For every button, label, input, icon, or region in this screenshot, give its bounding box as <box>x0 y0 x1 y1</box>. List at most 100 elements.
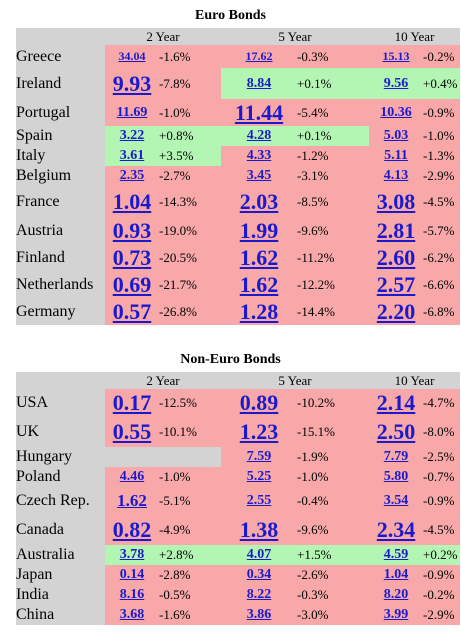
change-10-year: -0.9% <box>423 99 461 126</box>
yield-10-year-link[interactable]: 5.03 <box>369 126 424 146</box>
change-2-year: -1.6% <box>159 45 222 68</box>
change-10-year: -0.2% <box>423 585 461 605</box>
change-10-year: -6.2% <box>423 244 461 271</box>
yield-2-year-link[interactable]: 3.68 <box>105 605 159 625</box>
yield-5-year-link[interactable]: 8.84 <box>221 68 298 99</box>
change-10-year: +0.4% <box>423 68 461 99</box>
yield-5-year-link[interactable]: 1.28 <box>221 298 298 325</box>
yield-5-year-link[interactable]: 8.22 <box>221 585 298 605</box>
yield-10-year-link[interactable]: 2.57 <box>369 271 424 298</box>
yield-2-year-link[interactable]: 0.82 <box>105 514 159 545</box>
yield-10-year-link[interactable]: 2.60 <box>369 244 424 271</box>
change-5-year: -1.0% <box>297 467 370 487</box>
yield-10-year-link[interactable]: 4.13 <box>369 166 424 186</box>
country-name: France <box>16 186 105 217</box>
yield-10-year-link[interactable]: 5.11 <box>369 146 424 166</box>
yield-10-year-link[interactable]: 1.04 <box>369 565 424 585</box>
change-5-year: -0.4% <box>297 487 370 514</box>
yield-2-year-link[interactable]: 9.93 <box>105 68 159 99</box>
yield-5-year-link[interactable]: 7.59 <box>221 447 298 467</box>
change-2-year: +2.8% <box>159 545 222 565</box>
change-5-year: -14.4% <box>297 298 370 325</box>
yield-10-year-link[interactable]: 2.50 <box>369 416 424 447</box>
yield-5-year-link[interactable]: 0.34 <box>221 565 298 585</box>
yield-5-year-link[interactable]: 4.33 <box>221 146 298 166</box>
yield-2-year-link[interactable]: 0.93 <box>105 217 159 244</box>
yield-10-year-link[interactable]: 3.54 <box>369 487 424 514</box>
country-name: Spain <box>16 126 105 146</box>
country-name: Canada <box>16 514 105 545</box>
yield-10-year-link[interactable]: 2.14 <box>369 389 424 416</box>
table-row: Japan 0.14 -2.8% 0.34 -2.6% 1.04 -0.9% <box>16 565 461 585</box>
yield-5-year-link[interactable]: 1.62 <box>221 244 298 271</box>
yield-5-year-link[interactable]: 0.89 <box>221 389 298 416</box>
yield-2-year-link[interactable]: 1.04 <box>105 186 159 217</box>
change-10-year: -4.5% <box>423 514 461 545</box>
yield-10-year-link[interactable]: 3.08 <box>369 186 424 217</box>
table-row: France 1.04 -14.3% 2.03 -8.5% 3.08 -4.5% <box>16 186 461 217</box>
yield-2-year-link[interactable]: 0.73 <box>105 244 159 271</box>
yield-2-year-link[interactable]: 2.35 <box>105 166 159 186</box>
change-5-year: -0.3% <box>297 45 370 68</box>
yield-5-year-link[interactable]: 1.23 <box>221 416 298 447</box>
yield-2-year-link[interactable]: 0.55 <box>105 416 159 447</box>
change-2-year: -10.1% <box>159 416 222 447</box>
yield-2-year-link[interactable]: 0.17 <box>105 389 159 416</box>
yield-10-year-link[interactable]: 2.81 <box>369 217 424 244</box>
yield-2-year-link[interactable]: 0.69 <box>105 271 159 298</box>
change-5-year: +0.1% <box>297 68 370 99</box>
yield-2-year-link[interactable]: 3.22 <box>105 126 159 146</box>
yield-2-year-link[interactable]: 1.62 <box>105 487 159 514</box>
non-euro-header-row: 2 Year 5 Year 10 Year <box>16 372 461 389</box>
yield-2-year-link[interactable]: 11.69 <box>105 99 159 126</box>
country-name: Germany <box>16 298 105 325</box>
change-5-year: -3.1% <box>297 166 370 186</box>
yield-10-year-link[interactable]: 5.80 <box>369 467 424 487</box>
yield-2-year-link[interactable]: 3.61 <box>105 146 159 166</box>
change-2-year: -1.0% <box>159 99 222 126</box>
table-row: India 8.16 -0.5% 8.22 -0.3% 8.20 -0.2% <box>16 585 461 605</box>
yield-10-year-link[interactable]: 8.20 <box>369 585 424 605</box>
yield-10-year-link[interactable]: 4.59 <box>369 545 424 565</box>
table-row: Portugal 11.69 -1.0% 11.44 -5.4% 10.36 -0.9% <box>16 99 461 126</box>
yield-10-year-link[interactable]: 2.34 <box>369 514 424 545</box>
change-10-year: -1.0% <box>423 126 461 146</box>
change-10-year: -0.2% <box>423 45 461 68</box>
header-5-year: 5 Year <box>221 372 370 389</box>
yield-5-year-link[interactable]: 4.07 <box>221 545 298 565</box>
yield-5-year-link[interactable]: 17.62 <box>221 45 298 68</box>
yield-5-year-link[interactable]: 5.25 <box>221 467 298 487</box>
yield-5-year-link[interactable]: 11.44 <box>221 99 298 126</box>
yield-5-year-link[interactable]: 1.62 <box>221 271 298 298</box>
table-row: Ireland 9.93 -7.8% 8.84 +0.1% 9.56 +0.4% <box>16 68 461 99</box>
change-5-year: -15.1% <box>297 416 370 447</box>
yield-5-year-link[interactable]: 2.55 <box>221 487 298 514</box>
yield-5-year-link[interactable]: 1.99 <box>221 217 298 244</box>
yield-2-year-link[interactable]: 3.78 <box>105 545 159 565</box>
yield-5-year-link[interactable]: 3.86 <box>221 605 298 625</box>
yield-10-year-link[interactable]: 9.56 <box>369 68 424 99</box>
yield-2-year-link[interactable]: 8.16 <box>105 585 159 605</box>
change-2-year: +3.5% <box>159 146 222 166</box>
yield-10-year-link[interactable]: 10.36 <box>369 99 424 126</box>
yield-10-year-link[interactable]: 3.99 <box>369 605 424 625</box>
yield-10-year-link[interactable]: 7.79 <box>369 447 424 467</box>
yield-2-year-link[interactable]: 0.14 <box>105 565 159 585</box>
change-5-year: -5.4% <box>297 99 370 126</box>
yield-5-year-link[interactable]: 1.38 <box>221 514 298 545</box>
change-10-year: -4.7% <box>423 389 461 416</box>
table-row: Greece 34.04 -1.6% 17.62 -0.3% 15.13 -0.2% <box>16 45 461 68</box>
yield-10-year-link[interactable]: 15.13 <box>369 45 424 68</box>
country-name: Austria <box>16 217 105 244</box>
change-2-year: -14.3% <box>159 186 222 217</box>
change-2-year: -12.5% <box>159 389 222 416</box>
yield-5-year-link[interactable]: 2.03 <box>221 186 298 217</box>
yield-10-year-link[interactable]: 2.20 <box>369 298 424 325</box>
yield-2-year-link[interactable]: 34.04 <box>105 45 159 68</box>
table-row: Poland 4.46 -1.0% 5.25 -1.0% 5.80 -0.7% <box>16 467 461 487</box>
yield-5-year-link[interactable]: 3.45 <box>221 166 298 186</box>
change-5-year: -11.2% <box>297 244 370 271</box>
yield-2-year-link[interactable]: 4.46 <box>105 467 159 487</box>
yield-5-year-link[interactable]: 4.28 <box>221 126 298 146</box>
yield-2-year-link[interactable]: 0.57 <box>105 298 159 325</box>
